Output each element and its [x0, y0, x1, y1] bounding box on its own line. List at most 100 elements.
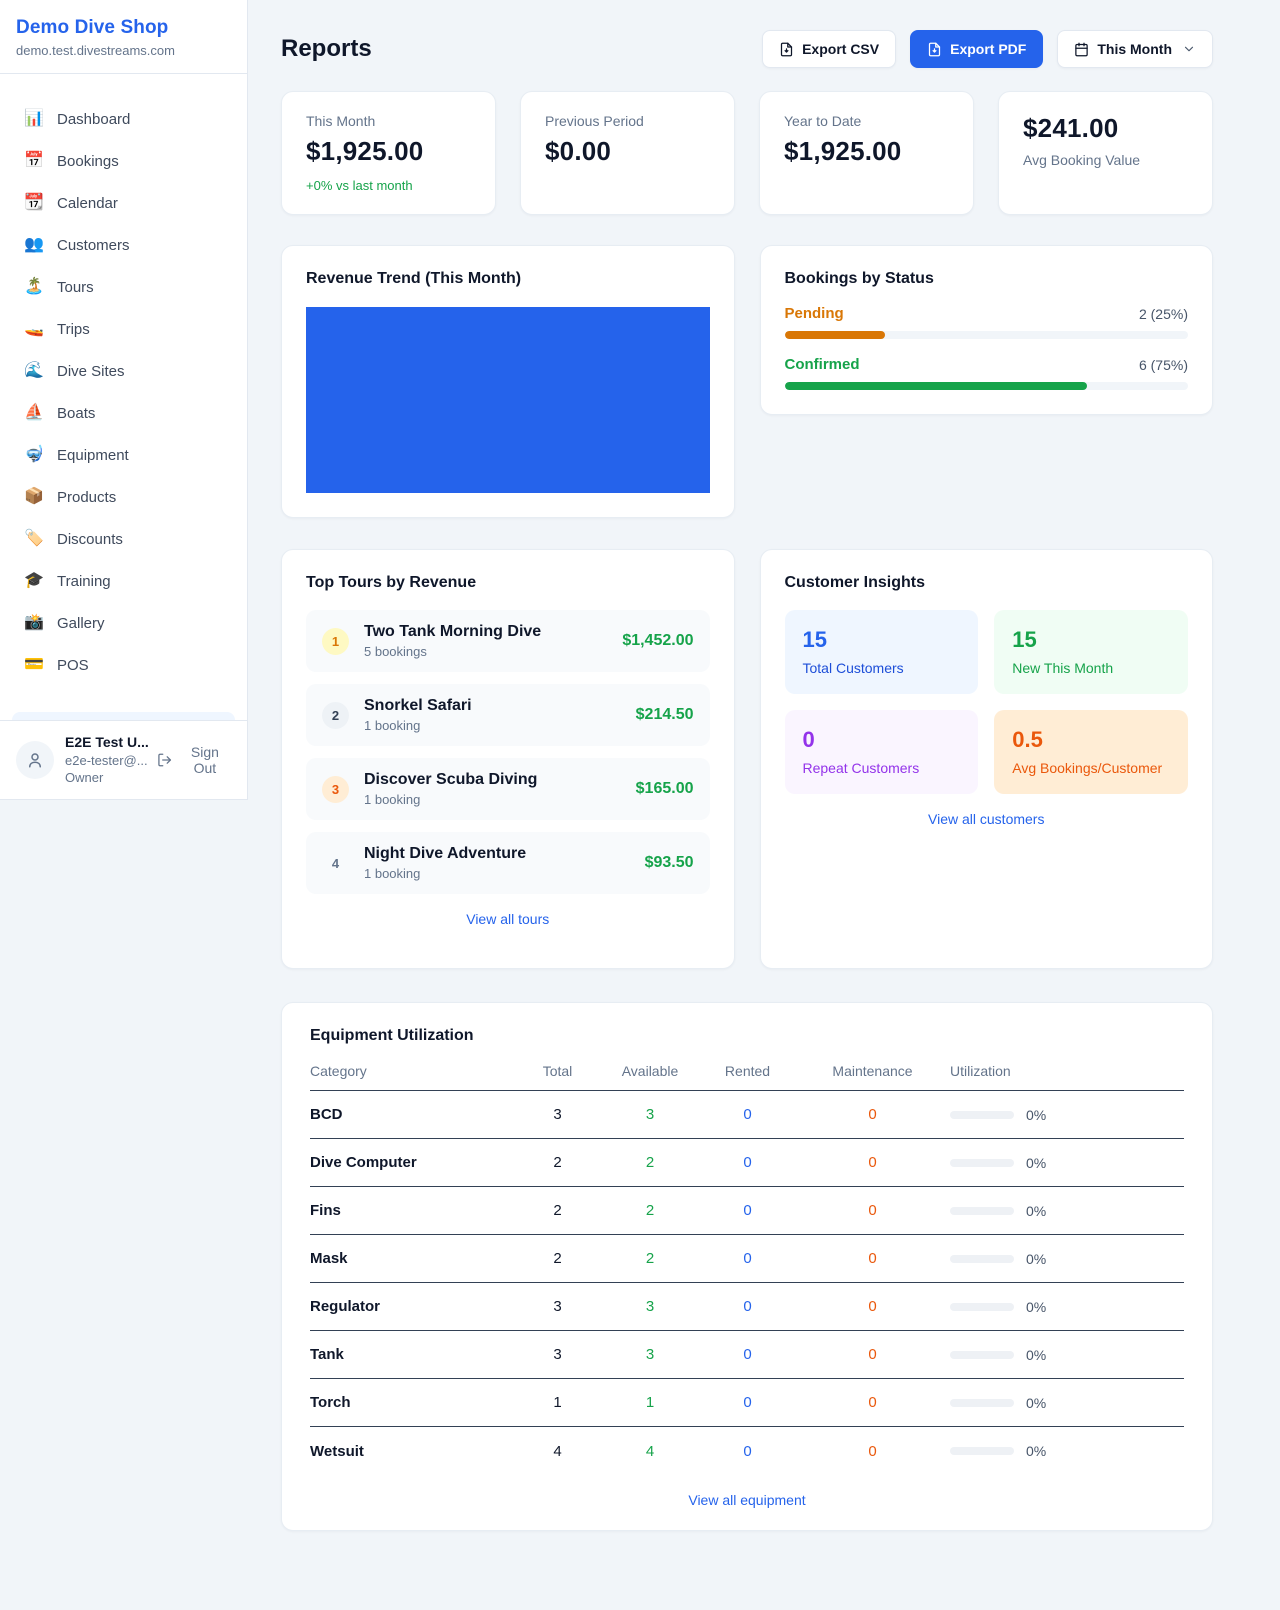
charts-row: Revenue Trend (This Month) Bookings by S…: [281, 245, 1213, 518]
user-icon: [29, 753, 41, 768]
file-download-icon: [780, 42, 793, 56]
equipment-utilization-title: Equipment Utilization: [310, 1027, 474, 1044]
cell-total: 4: [553, 1442, 562, 1460]
cell-total: 3: [553, 1346, 562, 1363]
stats-row: This Month $1,925.00 +0% vs last month P…: [281, 91, 1213, 215]
sidebar-nav-item[interactable]: 📦 Products: [12, 476, 235, 518]
main-content: Reports Export CSV Export PDF This Month…: [248, 0, 1280, 1531]
sidebar-nav-item[interactable]: 🌊 Dive Sites: [12, 350, 235, 392]
stat-value: $241.00: [1023, 113, 1119, 143]
nav-item-label: Bookings: [57, 152, 119, 170]
sidebar-nav-item[interactable]: 📅 Bookings: [12, 140, 235, 182]
nav-item-label: Gallery: [57, 614, 105, 632]
cell-rented: 0: [743, 1154, 752, 1171]
stat-label: This Month: [306, 113, 376, 129]
sidebar-nav-item[interactable]: 📊 Dashboard: [12, 98, 235, 140]
tour-revenue: $1,452.00: [622, 632, 694, 649]
nav-item-icon: 🏷️: [24, 530, 44, 547]
nav-item-label: Tours: [57, 278, 94, 296]
sidebar-nav-item[interactable]: 🏷️ Discounts: [12, 518, 235, 560]
utilization-bar-track: [950, 1206, 1014, 1215]
sidebar-nav-item[interactable]: 👥 Customers: [12, 224, 235, 266]
cell-rented: 0: [743, 1346, 752, 1363]
insight-value: 0: [802, 727, 815, 752]
bookings-by-status-title: Bookings by Status: [784, 270, 934, 287]
nav-item-icon: 📅: [24, 152, 44, 169]
tour-bookings: 1 booking: [364, 792, 421, 807]
cell-available: 2: [645, 1202, 655, 1219]
sign-out-label: Sign Out: [190, 744, 219, 776]
export-pdf-button[interactable]: Export PDF: [910, 30, 1044, 68]
cell-maintenance: 0: [868, 1298, 877, 1315]
tour-revenue: $93.50: [644, 854, 694, 871]
utilization-percent: 0%: [1026, 1106, 1047, 1123]
sidebar-nav-item[interactable]: 🎓 Training: [12, 560, 235, 602]
file-download-icon: [928, 42, 941, 56]
utilization-percent: 0%: [1026, 1250, 1047, 1267]
cell-total: 3: [553, 1106, 562, 1123]
cell-category: Torch: [310, 1394, 351, 1411]
period-label: This Month: [1097, 41, 1172, 57]
nav-item-label: Dashboard: [57, 110, 131, 128]
utilization-percent: 0%: [1026, 1154, 1047, 1171]
cell-maintenance: 0: [868, 1394, 877, 1411]
insights-row: Top Tours by Revenue 1 Two Tank Morning …: [281, 549, 1213, 969]
insight-label: Avg Bookings/Customer: [1012, 760, 1163, 776]
tour-rank-badge: 3: [322, 775, 349, 803]
insight-tiles: 15 Total Customers 15 New This Month 0 R…: [784, 610, 1188, 794]
cell-category: Regulator: [310, 1298, 381, 1315]
export-pdf-label: Export PDF: [950, 41, 1027, 57]
stat-card-year-to-date: Year to Date $1,925.00: [759, 91, 974, 215]
cell-available: 2: [645, 1154, 655, 1171]
revenue-trend-bar: [306, 307, 710, 493]
status-list: Pending 2 (25%) Confirmed 6 (75%): [784, 305, 1188, 390]
cell-total: 2: [553, 1202, 562, 1219]
view-all-equipment-link[interactable]: View all equipment: [688, 1492, 806, 1508]
sidebar-nav-item[interactable]: 🚤 Trips: [12, 308, 235, 350]
export-csv-button[interactable]: Export CSV: [762, 30, 897, 68]
period-dropdown[interactable]: This Month: [1057, 30, 1213, 68]
user-name: E2E Test U...: [65, 734, 149, 751]
sign-out-icon: [157, 753, 171, 767]
sidebar-nav-item[interactable]: 📸 Gallery: [12, 602, 235, 644]
nav-item-icon: 🏝️: [24, 278, 44, 295]
tour-row: 4 Night Dive Adventure 1 booking $93.50: [306, 832, 710, 894]
nav-item-label: Products: [57, 488, 117, 506]
stat-label: Year to Date: [784, 113, 862, 129]
revenue-trend-chart: [306, 307, 710, 493]
view-all-tours-link[interactable]: View all tours: [466, 911, 550, 927]
top-tours-card: Top Tours by Revenue 1 Two Tank Morning …: [281, 549, 735, 969]
tour-bookings: 1 booking: [364, 866, 421, 881]
status-row: Pending 2 (25%): [784, 305, 1188, 339]
view-all-customers-link[interactable]: View all customers: [928, 811, 1045, 827]
col-header-maintenance: Maintenance: [832, 1063, 913, 1079]
table-row: Regulator 3 3 0 0 0%: [310, 1283, 1184, 1331]
customer-insights-card: Customer Insights 15 Total Customers 15 …: [759, 549, 1213, 969]
cell-total: 2: [553, 1250, 562, 1267]
calendar-icon: [1075, 42, 1089, 56]
cell-utilization: 0%: [950, 1443, 1184, 1459]
utilization-bar-track: [950, 1447, 1014, 1455]
equipment-table-body: BCD 3 3 0 0 0% Dive Computer 2 2 0 0: [310, 1091, 1184, 1475]
col-header-available: Available: [621, 1063, 679, 1079]
table-row: Fins 2 2 0 0 0%: [310, 1187, 1184, 1235]
table-row: Mask 2 2 0 0 0%: [310, 1235, 1184, 1283]
sidebar-item-reports-partial[interactable]: [12, 712, 235, 721]
tour-rank-badge: 1: [322, 627, 349, 655]
cell-category: Fins: [310, 1202, 341, 1219]
sign-out-button[interactable]: Sign Out: [157, 744, 231, 776]
sidebar-nav-item[interactable]: 📆 Calendar: [12, 182, 235, 224]
stat-card-previous-period: Previous Period $0.00: [520, 91, 735, 215]
insight-label: Total Customers: [802, 660, 904, 676]
sidebar-nav-item[interactable]: 🏝️ Tours: [12, 266, 235, 308]
user-email: e2e-tester@...: [65, 752, 148, 768]
cell-rented: 0: [743, 1106, 752, 1123]
cell-available: 1: [645, 1394, 655, 1411]
sidebar-nav-item[interactable]: 💳 POS: [12, 644, 235, 686]
insight-tile: 15 Total Customers: [784, 610, 979, 694]
sidebar-nav-item[interactable]: 🤿 Equipment: [12, 434, 235, 476]
sidebar-nav-item[interactable]: ⛵ Boats: [12, 392, 235, 434]
cell-rented: 0: [743, 1202, 752, 1219]
stat-delta: +0% vs last month: [306, 178, 413, 193]
cell-utilization: 0%: [950, 1203, 1184, 1219]
